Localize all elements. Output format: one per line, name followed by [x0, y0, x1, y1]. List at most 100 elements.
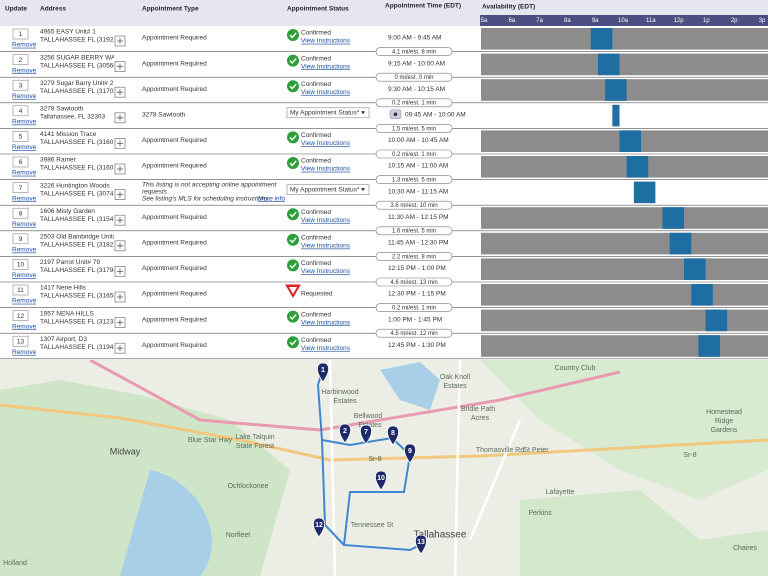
order-box[interactable]	[12, 259, 29, 270]
remove-link[interactable]: Remove	[12, 272, 37, 279]
remove-link[interactable]: Remove	[12, 144, 37, 151]
marker-number[interactable]: 13	[417, 539, 425, 546]
marker-number[interactable]: 2	[343, 428, 347, 435]
appointment-type: Appointment Required	[142, 265, 207, 272]
remove-link[interactable]: Remove	[12, 42, 37, 49]
appointment-time: 9:30 AM - 10:15 AM	[388, 86, 445, 93]
appointment-time: 10:15 AM - 11:00 AM	[388, 163, 448, 170]
remove-link[interactable]: Remove	[12, 170, 37, 177]
status-select-text[interactable]: My Appointment Status*	[290, 110, 360, 117]
travel-text: 0.2 mi/est. 1 min	[392, 305, 436, 311]
order-number[interactable]: 11	[17, 287, 24, 294]
more-info[interactable]: More info	[258, 195, 285, 202]
order-box[interactable]	[12, 131, 29, 142]
order-box[interactable]	[12, 54, 29, 65]
order-number[interactable]: 1	[19, 31, 23, 38]
remove-link[interactable]: Remove	[12, 298, 37, 305]
remove-link[interactable]: Remove	[12, 93, 37, 100]
hour-label: 10a	[618, 18, 629, 24]
view-instructions[interactable]: View Instructions	[301, 319, 351, 326]
view-instructions[interactable]: View Instructions	[301, 63, 351, 70]
map-label: State Forest	[236, 443, 274, 450]
remove-link[interactable]: Remove	[12, 221, 37, 228]
view-instructions[interactable]: View Instructions	[301, 345, 351, 352]
view-instructions[interactable]: View Instructions	[301, 243, 351, 250]
note: See listing's MLS for scheduling instruc…	[142, 195, 271, 202]
order-box[interactable]	[12, 156, 29, 168]
order-number[interactable]: 10	[17, 262, 25, 269]
marker-number[interactable]: 9	[408, 448, 412, 455]
order-number[interactable]: 4	[19, 108, 23, 115]
check	[289, 262, 297, 269]
status-select[interactable]	[286, 184, 370, 195]
status-select[interactable]	[286, 107, 370, 119]
view-instructions[interactable]: View Instructions	[301, 268, 351, 275]
add-plus	[117, 294, 123, 300]
remove-link[interactable]: Remove	[12, 119, 37, 126]
appointment-time: 10:00 AM - 10:45 AM	[388, 137, 449, 144]
map-marker[interactable]	[374, 470, 388, 491]
map-marker[interactable]	[403, 443, 417, 464]
view-instructions[interactable]: View Instructions	[301, 38, 351, 45]
address-line2: TALLAHASSEE FL (319421	[40, 344, 121, 351]
travel-text: 0.2 mi/est. 1 min	[392, 152, 436, 158]
col-time[interactable]: Appointment Time (EDT)	[385, 3, 461, 10]
order-number[interactable]: 8	[19, 210, 23, 217]
select-arrow	[361, 188, 365, 192]
order-box[interactable]	[12, 207, 29, 219]
order-number[interactable]: 5	[19, 134, 23, 141]
add-plus	[117, 191, 123, 198]
order-number[interactable]: 9	[19, 236, 23, 243]
remove-link[interactable]: Remove	[12, 67, 37, 74]
order-box[interactable]	[12, 182, 29, 193]
col-update[interactable]: Update	[5, 6, 27, 13]
add-plus	[117, 63, 123, 70]
status-text: Confirmed	[301, 209, 331, 216]
order-box[interactable]	[12, 284, 29, 296]
order-box[interactable]	[12, 79, 29, 91]
order-number[interactable]: 7	[19, 185, 23, 192]
hour-label: 3p	[759, 18, 766, 24]
travel-text: 0.2 mi/est. 1 min	[392, 101, 436, 107]
view-instructions[interactable]: View Instructions	[301, 140, 351, 147]
map-marker[interactable]	[338, 423, 352, 444]
map-marker[interactable]	[359, 424, 373, 445]
order-box[interactable]	[12, 335, 29, 347]
order-number[interactable]: 13	[17, 338, 25, 345]
order-number[interactable]: 12	[17, 313, 25, 320]
col-address[interactable]: Address	[40, 6, 66, 13]
order-box[interactable]	[12, 233, 29, 245]
availability-bar	[481, 309, 768, 332]
appointment-time: 12:45 PM - 1:30 PM	[388, 342, 446, 349]
marker-number[interactable]: 7	[364, 429, 368, 436]
marker-number[interactable]: 1	[321, 367, 325, 374]
map[interactable]: Harbinwood Estates Bellwood Estates Oak Knol…	[0, 360, 768, 576]
map-marker[interactable]	[312, 517, 326, 538]
order-box[interactable]	[12, 105, 29, 117]
map-marker[interactable]	[386, 425, 400, 446]
lake	[120, 470, 212, 576]
order-box[interactable]	[12, 310, 29, 321]
map-marker[interactable]	[316, 362, 330, 383]
remove-link[interactable]: Remove	[12, 323, 37, 330]
check	[289, 339, 297, 346]
order-number[interactable]: 2	[19, 57, 23, 64]
add-plus	[117, 242, 123, 249]
status-select-text[interactable]: My Appointment Status*	[290, 186, 360, 193]
remove-link[interactable]: Remove	[12, 349, 37, 356]
view-instructions[interactable]: View Instructions	[301, 89, 351, 96]
order-number[interactable]: 3	[19, 82, 23, 89]
view-instructions[interactable]: View Instructions	[301, 166, 351, 173]
map-label: Blue Star Hwy	[188, 437, 233, 444]
map-label: Norfleet	[226, 532, 251, 539]
remove-link[interactable]: Remove	[12, 247, 37, 254]
marker-number[interactable]: 8	[391, 430, 395, 437]
map-marker[interactable]	[414, 534, 428, 555]
order-box[interactable]	[12, 28, 29, 40]
remove-link[interactable]: Remove	[12, 195, 37, 202]
view-instructions[interactable]: View Instructions	[301, 217, 351, 224]
marker-number[interactable]: 10	[377, 475, 385, 482]
order-number[interactable]: 6	[19, 159, 23, 166]
note: requests	[142, 188, 168, 195]
marker-number[interactable]: 12	[315, 522, 323, 529]
